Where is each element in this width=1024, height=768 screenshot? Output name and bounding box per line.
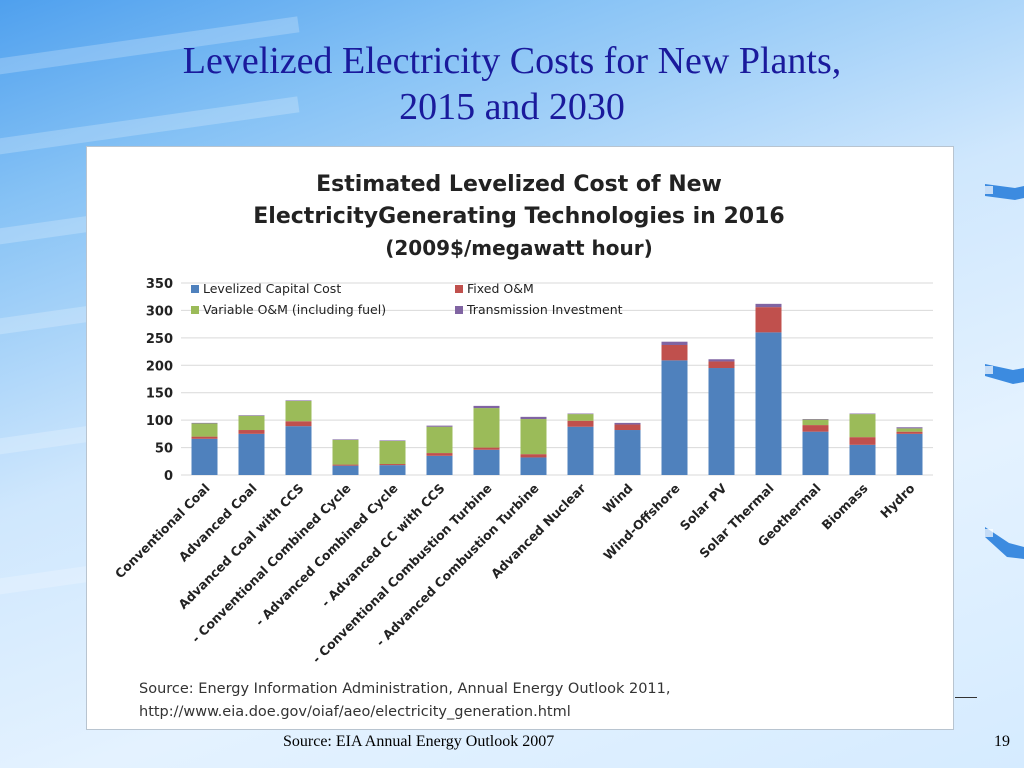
bar-segment-transmission (285, 400, 312, 401)
bar-segment-fixed-om (238, 430, 265, 434)
bar-segment-fixed-om (332, 464, 359, 466)
slide-title: Levelized Electricity Costs for New Plan… (112, 38, 912, 130)
x-tick-label: Biomass (818, 481, 870, 533)
bar-segment-transmission (191, 422, 218, 424)
bar-segment-variable-om (520, 419, 547, 455)
legend-swatch (455, 306, 463, 314)
bar-segment-capital (661, 360, 688, 475)
bar-segment-variable-om (238, 415, 265, 431)
y-tick-label: 150 (146, 387, 173, 402)
bar-segment-variable-om (332, 439, 359, 465)
bar-segment-capital (708, 368, 735, 475)
x-tick-label: - Conventional Combustion Turbine (309, 481, 495, 667)
bar-segment-transmission (849, 413, 876, 415)
bar-segment-capital (896, 433, 923, 475)
bar-segment-capital (332, 465, 359, 475)
bar-segment-fixed-om (285, 421, 312, 427)
y-tick-label: 250 (146, 332, 173, 347)
bar-segment-transmission (661, 341, 688, 345)
bar-segment-transmission (379, 440, 406, 441)
bar-segment-variable-om (896, 428, 923, 432)
bar-segment-capital (849, 444, 876, 475)
bar-segment-fixed-om (426, 453, 453, 456)
page-number: 19 (994, 733, 1010, 750)
ribbon-decoration-icon (985, 364, 1024, 384)
bar-segment-transmission (238, 415, 265, 416)
y-tick-label: 0 (164, 469, 173, 484)
footer-source: Source: EIA Annual Energy Outlook 2007 (283, 733, 555, 750)
bar-segment-transmission (567, 413, 594, 415)
y-tick-label: 50 (155, 442, 173, 457)
legend-swatch (455, 285, 463, 293)
x-tick-label: Advanced Nuclear (488, 480, 589, 581)
x-tick-label: - Advanced Combustion Turbine (373, 481, 542, 650)
bar-segment-transmission (896, 427, 923, 429)
bar-segment-fixed-om (661, 344, 688, 361)
bar-segment-capital (473, 449, 500, 475)
y-tick-label: 200 (146, 359, 173, 374)
bar-segment-variable-om (849, 414, 876, 438)
legend-label: Transmission Investment (466, 302, 623, 317)
bar-segment-variable-om (802, 419, 829, 426)
bar-segment-fixed-om (708, 361, 735, 369)
bar-segment-fixed-om (379, 464, 406, 466)
chart-title-line1: Estimated Levelized Cost of New (316, 172, 722, 197)
bar-segment-fixed-om (849, 437, 876, 445)
slide-title-line1: Levelized Electricity Costs for New Plan… (182, 40, 842, 82)
bar-segment-transmission (755, 303, 782, 308)
bar-segment-fixed-om (755, 307, 782, 333)
ribbon-decoration-icon (985, 184, 1024, 200)
chart-title-line2: ElectricityGenerating Technologies in 20… (253, 204, 784, 229)
bar-segment-capital (614, 430, 641, 475)
legend-label: Fixed O&M (467, 281, 534, 296)
x-tick-label: Hydro (877, 480, 918, 521)
bar-segment-variable-om (426, 426, 453, 454)
bar-segment-capital (238, 433, 265, 475)
bar-segment-capital (426, 455, 453, 475)
legend-label: Levelized Capital Cost (203, 281, 341, 296)
bar-segment-variable-om (285, 400, 312, 422)
bar-segment-transmission (332, 439, 359, 440)
chart-panel: Estimated Levelized Cost of New Electric… (86, 146, 954, 730)
bar-segment-capital (755, 332, 782, 475)
ribbon-decoration-icon (985, 527, 1024, 559)
bar-segment-fixed-om (896, 431, 923, 434)
bar-segment-fixed-om (614, 424, 641, 431)
bar-segment-transmission (614, 422, 641, 425)
bar-segment-transmission (426, 425, 453, 427)
bar-segment-transmission (802, 419, 829, 420)
bar-segment-capital (520, 457, 547, 475)
bar-segment-fixed-om (520, 454, 547, 458)
bar-segment-transmission (708, 359, 735, 362)
bar-segment-transmission (520, 416, 547, 420)
bar-segment-fixed-om (191, 436, 218, 439)
bar-segment-fixed-om (473, 447, 500, 450)
slide-title-line2: 2015 and 2030 (399, 86, 625, 128)
bar-segment-variable-om (379, 440, 406, 465)
y-tick-label: 300 (146, 304, 173, 319)
y-tick-label: 350 (146, 277, 173, 292)
bar-segment-fixed-om (802, 425, 829, 432)
bar-segment-capital (802, 431, 829, 475)
bar-segment-capital (567, 426, 594, 475)
stacked-bar-chart: Estimated Levelized Cost of New Electric… (112, 172, 933, 720)
bar-segment-fixed-om (567, 420, 594, 427)
bar-segment-transmission (473, 405, 500, 409)
legend-label: Variable O&M (including fuel) (203, 302, 386, 317)
bar-segment-variable-om (473, 408, 500, 448)
chart-source-line2: http://www.eia.doe.gov/oiaf/aeo/electric… (139, 704, 571, 720)
divider-line (955, 697, 977, 698)
legend-swatch (191, 306, 199, 314)
bar-segment-variable-om (191, 423, 218, 437)
legend-swatch (191, 285, 199, 293)
bar-segment-capital (191, 438, 218, 475)
bar-segment-variable-om (567, 414, 594, 421)
bar-segment-capital (285, 426, 312, 475)
chart-source-line1: Source: Energy Information Administratio… (139, 681, 671, 697)
chart-subtitle: (2009$/megawatt hour) (385, 236, 653, 260)
bar-segment-capital (379, 465, 406, 475)
y-tick-label: 100 (146, 414, 173, 429)
x-tick-label: Wind (600, 481, 636, 517)
